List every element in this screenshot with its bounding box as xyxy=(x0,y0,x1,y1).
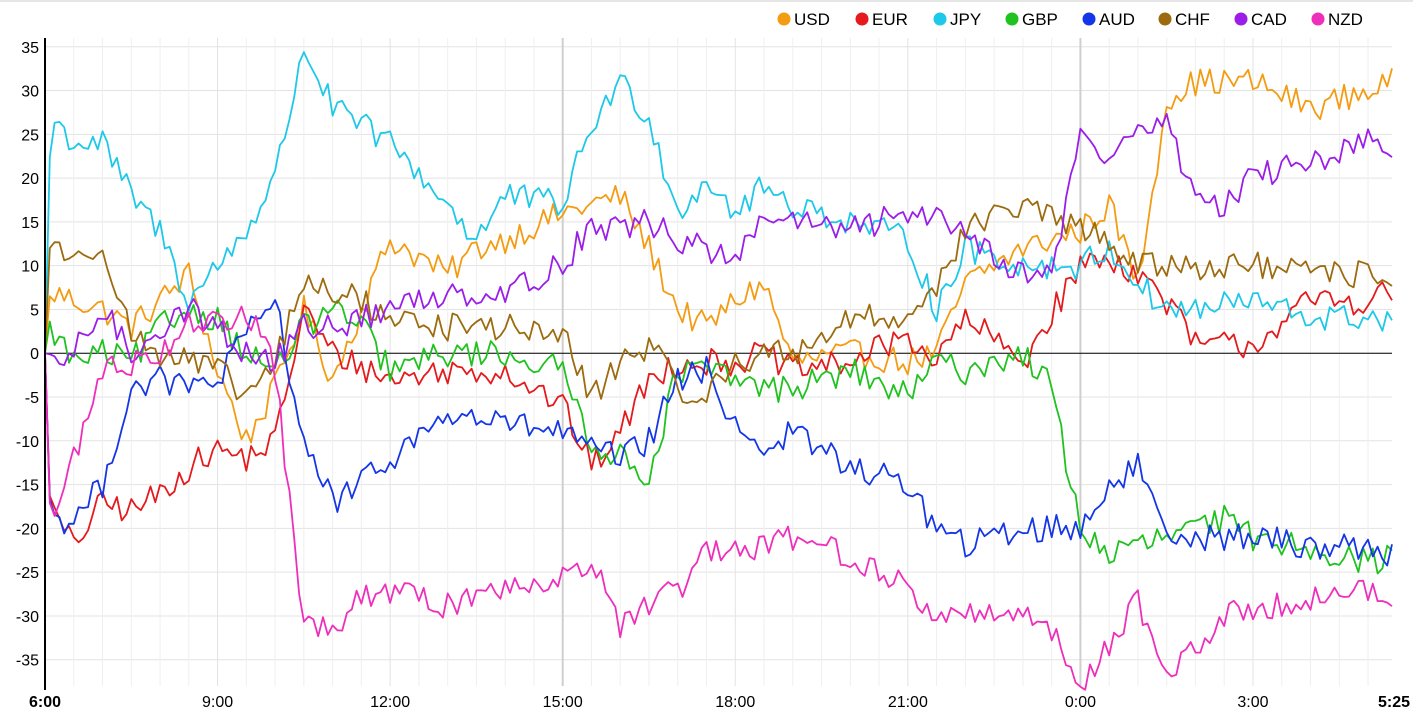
legend[interactable]: USD EUR JPY GBP AUD CHF CAD NZD xyxy=(777,10,1363,29)
series-line-jpy xyxy=(44,51,1393,354)
legend-label: JPY xyxy=(950,10,981,29)
grid xyxy=(0,0,1413,686)
y-tick-label: 25 xyxy=(21,127,39,144)
legend-label: NZD xyxy=(1328,10,1363,29)
legend-label: AUD xyxy=(1099,10,1135,29)
legend-label: GBP xyxy=(1022,10,1058,29)
y-tick-label: -35 xyxy=(16,653,39,670)
x-tick-label: 6:00 xyxy=(29,694,61,711)
legend-label: CAD xyxy=(1251,10,1287,29)
legend-item-jpy[interactable]: JPY xyxy=(933,10,982,29)
x-tick-label: 9:00 xyxy=(202,694,233,711)
series-line-usd xyxy=(44,68,1393,444)
legend-swatch xyxy=(1082,12,1096,26)
x-tick-label: 5:25 xyxy=(1378,694,1410,711)
legend-swatch xyxy=(1311,12,1325,26)
legend-swatch xyxy=(1158,12,1172,26)
legend-item-aud[interactable]: AUD xyxy=(1082,10,1135,29)
legend-item-gbp[interactable]: GBP xyxy=(1005,10,1058,29)
x-tick-label: 18:00 xyxy=(715,694,755,711)
legend-item-cad[interactable]: CAD xyxy=(1234,10,1287,29)
y-tick-label: 35 xyxy=(21,40,39,57)
x-tick-label: 21:00 xyxy=(888,694,928,711)
x-tick-label: 15:00 xyxy=(543,694,583,711)
legend-item-usd[interactable]: USD xyxy=(777,10,830,29)
legend-label: EUR xyxy=(872,10,908,29)
y-tick-label: 5 xyxy=(30,302,39,319)
legend-swatch xyxy=(933,12,947,26)
legend-label: USD xyxy=(794,10,830,29)
y-tick-label: 20 xyxy=(21,171,39,188)
y-tick-label: 30 xyxy=(21,84,39,101)
series-line-eur xyxy=(44,252,1393,544)
legend-swatch xyxy=(1234,12,1248,26)
legend-swatch xyxy=(777,12,791,26)
y-tick-label: -25 xyxy=(16,565,39,582)
y-tick-label: -20 xyxy=(16,521,39,538)
y-tick-label: 15 xyxy=(21,215,39,232)
y-tick-label: -5 xyxy=(25,390,39,407)
legend-item-nzd[interactable]: NZD xyxy=(1311,10,1363,29)
legend-swatch xyxy=(1005,12,1019,26)
x-tick-label: 12:00 xyxy=(370,694,410,711)
legend-item-eur[interactable]: EUR xyxy=(855,10,908,29)
series-layer xyxy=(44,51,1393,691)
axes: 35 30 25 20 15 10 5 0 -5 -10 -15 -20 -25 -30 -35 6:00 9:… xyxy=(16,38,1410,711)
y-tick-label: 0 xyxy=(30,346,39,363)
series-line-aud xyxy=(44,299,1393,567)
series-line-cad xyxy=(44,113,1393,372)
y-tick-label: 10 xyxy=(21,259,39,276)
x-tick-label: 0:00 xyxy=(1065,694,1096,711)
legend-swatch xyxy=(855,12,869,26)
legend-label: CHF xyxy=(1175,10,1210,29)
y-tick-label: -30 xyxy=(16,609,39,626)
y-tick-label: -10 xyxy=(16,434,39,451)
x-tick-label: 3:00 xyxy=(1237,694,1268,711)
y-tick-label: -15 xyxy=(16,478,39,495)
series-line-nzd xyxy=(44,305,1393,691)
legend-item-chf[interactable]: CHF xyxy=(1158,10,1210,29)
series-line-chf xyxy=(44,198,1393,404)
